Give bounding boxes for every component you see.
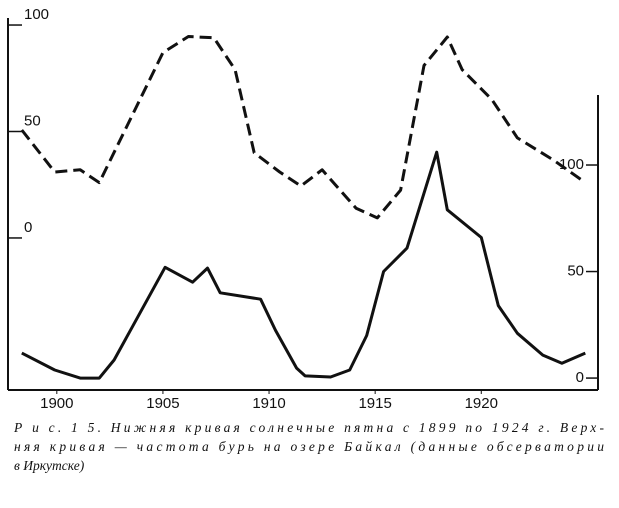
caption-line: няя кривая — частота бурь на озере Байка…	[14, 439, 604, 454]
y2-tick-label: 0	[576, 369, 584, 386]
series-line	[21, 150, 586, 380]
y-tick-label: 0	[24, 219, 32, 236]
y-tick-label: 50	[24, 112, 41, 129]
x-tick-label: 1900	[40, 395, 73, 412]
x-tick-label: 1910	[252, 395, 285, 412]
caption-line: в Иркутске)	[14, 458, 85, 473]
x-tick-label: 1905	[146, 395, 179, 412]
x-tick-label: 1920	[465, 395, 498, 412]
x-tick-label: 1915	[358, 395, 391, 412]
y-tick-label: 100	[24, 6, 49, 23]
y2-tick-label: 100	[559, 156, 584, 173]
y2-tick-label: 50	[567, 263, 584, 280]
series-line	[20, 35, 587, 220]
caption-line: Р и с. 1 5. Нижняя кривая солнечные пятн…	[13, 420, 605, 435]
